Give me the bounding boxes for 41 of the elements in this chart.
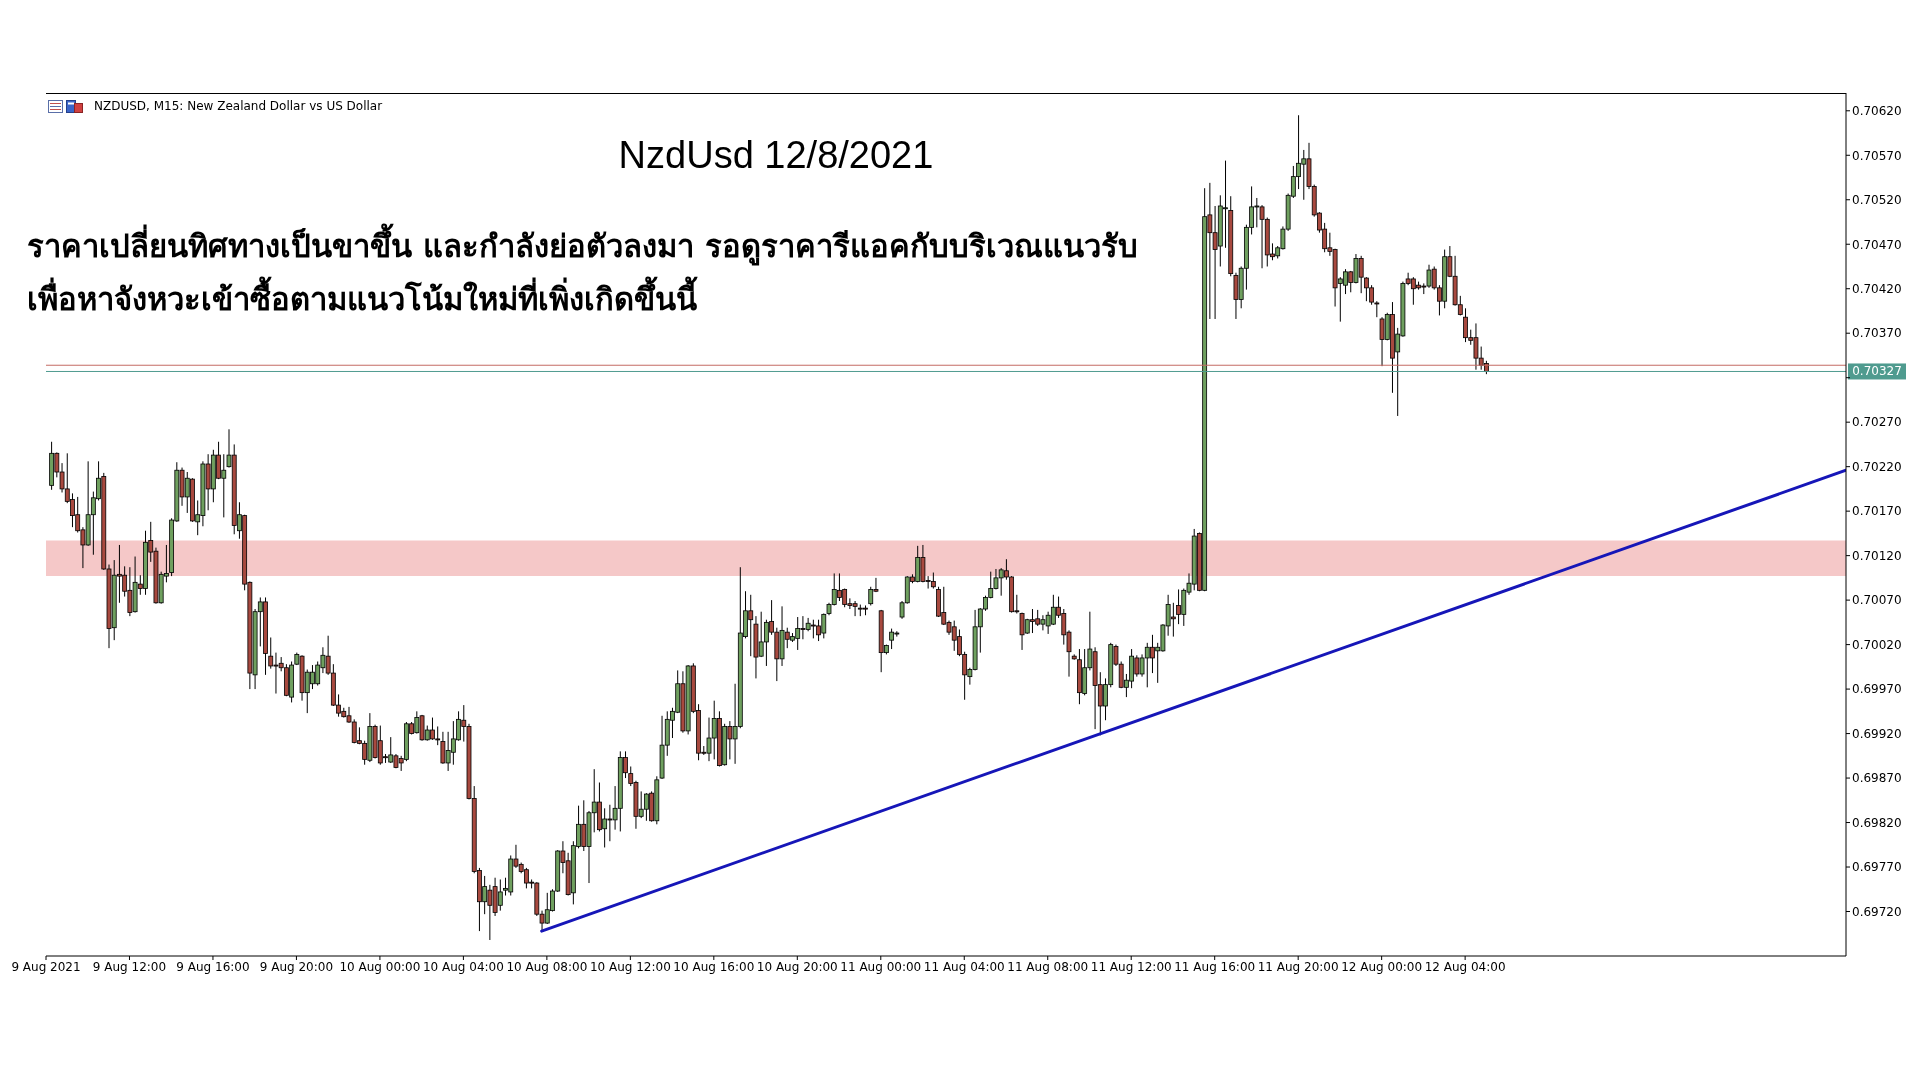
y-tick-label: 0.70370: [1852, 326, 1902, 341]
y-tick-label: 0.69970: [1852, 682, 1902, 697]
y-tick-label: 0.70270: [1852, 415, 1902, 430]
y-tick-label: 0.70420: [1852, 281, 1902, 296]
y-tick-label: 0.70520: [1852, 193, 1902, 208]
y-tick-label: 0.69870: [1852, 771, 1902, 786]
x-tick-label: 10 Aug 12:00: [589, 959, 671, 974]
x-tick-label: 11 Aug 16:00: [1174, 959, 1256, 974]
x-tick-label: 9 Aug 20:00: [259, 959, 334, 974]
x-tick-label: 11 Aug 00:00: [840, 959, 922, 974]
x-tick-label: 10 Aug 08:00: [506, 959, 588, 974]
y-tick-label: 0.70470: [1852, 237, 1902, 252]
text: ราคาเปลี่ยนทิศทางเป็นขาขึ้น และกำลังย่อตัวลงมา รอดูราคารีแอคกับบริเวณแนวรับ เพื่อหาจังหวะเข้าซื้อตามแนวโน้มใหม่ที่เพิ่งเกิดขึ้นนี้: [27, 222, 1138, 319]
y-tick-label: 0.70220: [1852, 459, 1902, 474]
x-tick-label: 10 Aug 16:00: [673, 959, 755, 974]
y-tick-label: 0.70020: [1852, 637, 1902, 652]
y-tick-label: 0.69820: [1852, 815, 1902, 830]
y-tick-label: 0.70120: [1852, 548, 1902, 563]
y-tick-label: 0.70170: [1852, 504, 1902, 519]
x-tick-label: 11 Aug 04:00: [923, 959, 1005, 974]
y-tick-label: 0.69920: [1852, 726, 1902, 741]
y-tick-label: 0.69720: [1852, 904, 1902, 919]
x-tick-label: 10 Aug 20:00: [756, 959, 838, 974]
x-tick-label: 11 Aug 20:00: [1257, 959, 1339, 974]
x-tick-label: 9 Aug 2021: [11, 959, 81, 974]
y-tick-label: 0.70620: [1852, 104, 1902, 119]
x-tick-label: 10 Aug 04:00: [422, 959, 504, 974]
x-tick-label: 9 Aug 16:00: [176, 959, 250, 974]
x-tick-label: 9 Aug 12:00: [92, 959, 167, 974]
x-tick-label: 12 Aug 00:00: [1341, 959, 1423, 974]
x-tick-label: 11 Aug 12:00: [1090, 959, 1172, 974]
text: NzdUsd 12/8/2021: [618, 134, 934, 177]
y-tick-label: 0.70570: [1852, 148, 1902, 163]
y-tick-label: 0.69770: [1852, 860, 1902, 875]
candlestick: [889, 628, 895, 650]
x-tick-label: 11 Aug 08:00: [1007, 959, 1089, 974]
annotation: NZDUSD, M15: New Zealand Dollar vs US Dollar: [94, 99, 383, 113]
ref-line-label: 0.70327: [1852, 364, 1902, 379]
x-tick-label: 10 Aug 00:00: [339, 959, 421, 974]
y-tick-label: 0.70070: [1852, 593, 1902, 608]
x-tick-label: 12 Aug 04:00: [1424, 959, 1506, 974]
